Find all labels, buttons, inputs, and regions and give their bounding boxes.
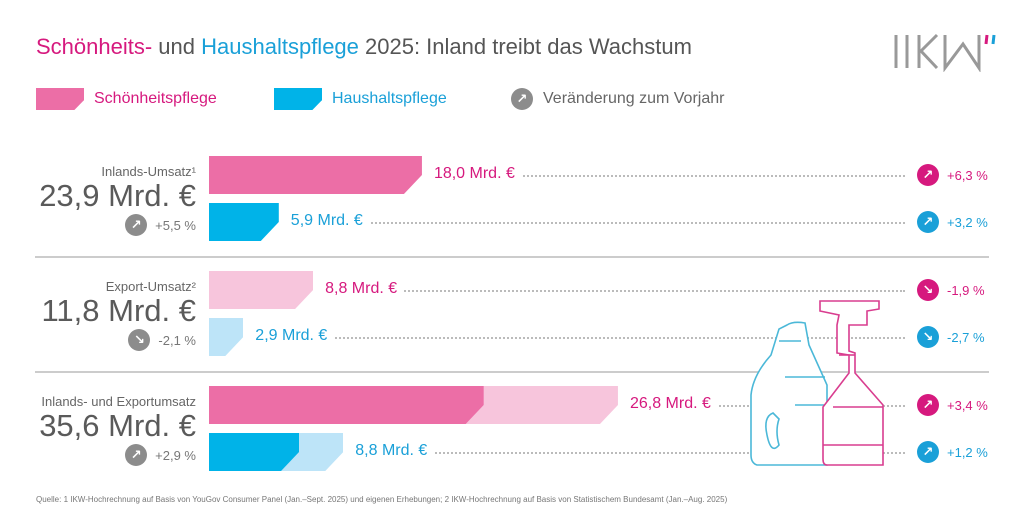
divider [35,371,989,373]
change-value: +6,3 % [947,167,988,183]
title-household: Haushaltspflege [201,34,359,59]
row-total-change: ↗ +5,5 % [125,214,196,236]
leader-line [433,175,905,177]
arrow-up-icon: ↗ [917,211,939,233]
row-total-change: ↘ -2,1 % [128,329,196,351]
row-total: 11,8 Mrd. € [41,293,196,328]
change-value: +3,2 % [947,214,988,230]
change-value: +1,2 % [947,444,988,460]
bar-beauty-domestic-segment [209,386,484,424]
title-beauty: Schönheits- [36,34,153,59]
title-and: und [152,34,202,59]
arrow-down-icon: ↘ [917,326,939,348]
household-change: ↘ -2,7 % [917,326,985,348]
legend-swatch-beauty [36,88,84,110]
title-rest: 2025: Inland treibt das Wachstum [358,34,692,59]
household-change: ↗ +3,2 % [917,211,988,233]
beauty-change: ↗ +3,4 % [917,394,988,416]
arrow-up-icon: ↗ [125,444,148,466]
change-value: +2,9 % [155,447,196,463]
row-total: 35,6 Mrd. € [39,408,196,443]
bottles-illustration-icon [750,300,884,466]
legend-swatch-household [274,88,322,110]
bar-value-label: 8,8 Mrd. € [355,442,434,460]
legend-change: ↗ Veränderung zum Vorjahr [511,88,724,110]
household-change: ↗ +1,2 % [917,441,988,463]
change-value: -2,7 % [947,329,985,345]
legend-label: Haushaltspflege [332,90,447,107]
row-label: Inlands-Umsatz¹ [101,164,196,179]
arrow-up-icon: ↗ [125,214,148,236]
arrow-up-right-icon: ↗ [511,88,533,110]
bar-household [209,203,279,241]
legend-label: Schönheitspflege [94,90,217,107]
divider [35,256,989,258]
bar-value-label: 26,8 Mrd. € [629,395,717,413]
arrow-down-icon: ↘ [128,329,151,351]
source-footnote: Quelle: 1 IKW-Hochrechnung auf Basis von… [36,495,728,504]
bar-beauty [209,156,422,194]
arrow-up-icon: ↗ [917,394,939,416]
legend-label: Veränderung zum Vorjahr [543,90,725,107]
bar-value-label: 5,9 Mrd. € [290,212,369,230]
leader-line [355,452,905,454]
bar-household [209,318,243,356]
change-value: +3,4 % [947,397,988,413]
leader-line [255,337,905,339]
bar-value-label: 18,0 Mrd. € [433,165,521,183]
row-total: 23,9 Mrd. € [39,178,196,213]
bar-household-domestic-segment [209,433,299,471]
bar-beauty [209,271,313,309]
legend-household: Haushaltspflege [274,88,447,110]
arrow-up-icon: ↗ [917,441,939,463]
beauty-change: ↘ -1,9 % [917,279,985,301]
page-title: Schönheits- und Haushaltspflege 2025: In… [36,34,692,60]
leader-line [325,290,905,292]
bar-value-label: 8,8 Mrd. € [325,280,404,298]
legend-beauty: Schönheitspflege [36,88,217,110]
row-label: Inlands- und Exportumsatz [41,394,196,409]
row-total-change: ↗ +2,9 % [125,444,196,466]
change-value: -1,9 % [947,282,985,298]
arrow-up-icon: ↗ [917,164,939,186]
row-label: Export-Umsatz² [105,279,196,294]
bar-value-label: 2,9 Mrd. € [255,327,334,345]
ikw-logo [894,33,996,72]
leader-line [290,222,905,224]
beauty-change: ↗ +6,3 % [917,164,988,186]
change-value: -2,1 % [158,332,196,348]
arrow-down-icon: ↘ [917,279,939,301]
change-value: +5,5 % [155,217,196,233]
